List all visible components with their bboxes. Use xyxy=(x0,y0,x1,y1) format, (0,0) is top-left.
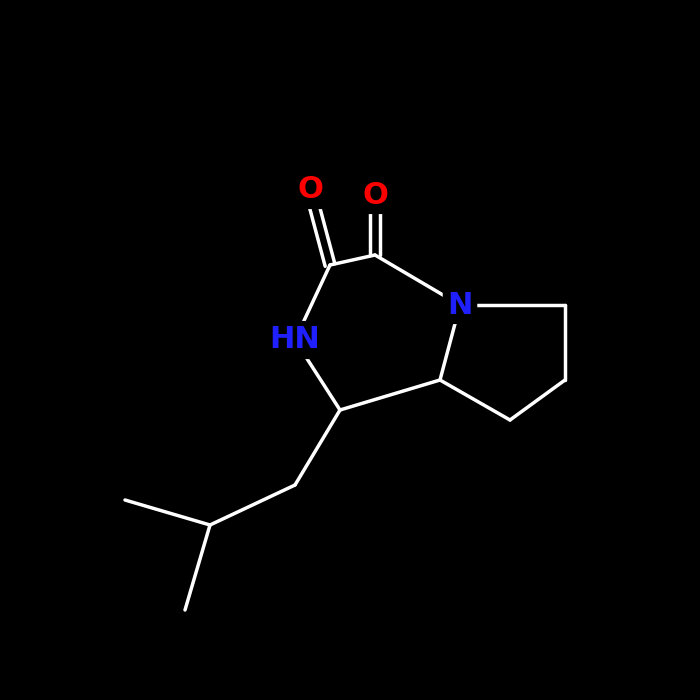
Text: HN: HN xyxy=(270,326,321,354)
Text: O: O xyxy=(297,176,323,204)
Text: N: N xyxy=(447,290,473,319)
Text: O: O xyxy=(362,181,388,209)
